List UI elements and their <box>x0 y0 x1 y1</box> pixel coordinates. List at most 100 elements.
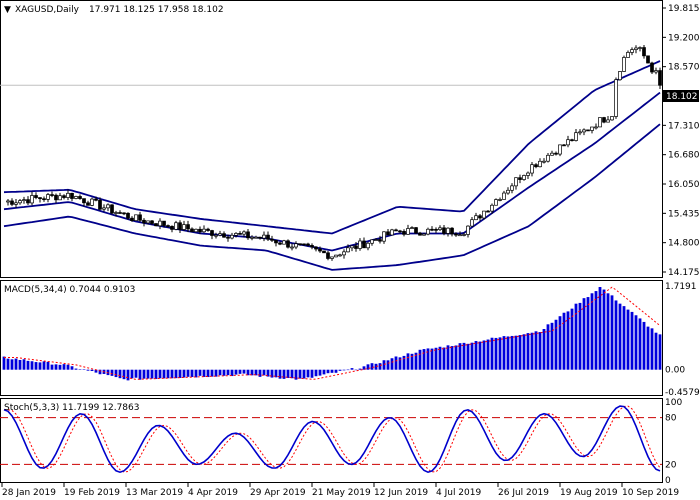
macd-bar <box>338 369 342 371</box>
candle-body <box>618 71 622 81</box>
macd-bar <box>138 369 142 380</box>
candle-body <box>518 177 522 180</box>
macd-bar <box>542 329 546 370</box>
candle-body <box>410 227 414 229</box>
price-tick-label: 19.815 <box>668 4 700 14</box>
macd-bar <box>658 334 662 370</box>
macd-bar <box>326 369 330 374</box>
candle-body <box>314 246 318 250</box>
time-tick-label: 28 Jan 2019 <box>2 488 56 498</box>
macd-bar <box>46 361 50 370</box>
macd-bar <box>554 319 558 370</box>
macd-bar <box>374 363 378 370</box>
macd-bar <box>266 369 270 377</box>
candle-body <box>294 243 298 248</box>
price-tick-label: 18.570 <box>668 63 700 73</box>
candle-body <box>470 219 474 227</box>
macd-panel[interactable] <box>2 286 662 381</box>
bollinger-band-middle <box>3 91 661 252</box>
macd-bar <box>262 369 266 376</box>
macd-bar <box>54 364 58 370</box>
macd-bar <box>334 369 338 373</box>
macd-bar <box>302 369 306 379</box>
candle-body <box>150 220 154 224</box>
candle-body <box>642 47 646 57</box>
macd-bar <box>110 369 114 376</box>
current-price-label: 18.102 <box>666 92 698 102</box>
macd-bar <box>486 339 490 370</box>
macd-bar <box>466 343 470 370</box>
candle-body <box>34 195 38 198</box>
candle-body <box>370 239 374 244</box>
macd-bar <box>446 345 450 370</box>
macd-bar <box>42 361 46 370</box>
macd-bar <box>518 335 522 370</box>
candle-body <box>450 227 454 235</box>
candle-body <box>82 198 86 204</box>
macd-bar <box>646 326 650 370</box>
macd-bar <box>610 295 614 370</box>
candle-body <box>26 199 30 204</box>
candle-body <box>122 212 126 215</box>
stoch-panel[interactable] <box>0 405 662 474</box>
time-tick-label: 4 Jul 2019 <box>436 488 481 498</box>
macd-bar <box>530 332 534 370</box>
candle-body <box>582 129 586 133</box>
price-tick-label: 17.310 <box>668 121 700 131</box>
candle-body <box>306 243 310 246</box>
candle-body <box>166 225 170 227</box>
macd-bar <box>522 334 526 370</box>
candle-body <box>554 152 558 155</box>
symbol-name: XAGUSD,Daily <box>15 5 80 15</box>
macd-bar <box>290 369 294 379</box>
candle-body <box>594 126 598 129</box>
macd-bar <box>18 359 22 370</box>
candle-body <box>506 189 510 194</box>
macd-bar <box>194 369 198 378</box>
candle-body <box>254 236 258 239</box>
macd-bar <box>342 369 346 371</box>
macd-bar <box>330 369 334 373</box>
candle-body <box>418 232 422 236</box>
candle-body <box>190 228 194 233</box>
candle-body <box>482 210 486 219</box>
macd-bar <box>222 369 226 376</box>
price-panel-frame <box>0 0 663 278</box>
macd-bar <box>502 336 506 370</box>
macd-bar <box>366 364 370 370</box>
candle-body <box>174 222 178 230</box>
stoch-tick-label: 20 <box>665 460 677 470</box>
candle-body <box>242 231 246 235</box>
macd-bar <box>478 341 482 370</box>
price-panel[interactable] <box>0 44 662 271</box>
macd-bar <box>146 369 150 379</box>
macd-bar <box>122 369 126 380</box>
candle-body <box>194 228 198 233</box>
candle-body <box>342 251 346 256</box>
candle-body <box>86 202 90 206</box>
macd-bar <box>406 353 410 370</box>
macd-bar <box>546 324 550 370</box>
macd-bar <box>602 289 606 370</box>
candle-body <box>422 233 426 236</box>
macd-bar <box>402 355 406 370</box>
candle-body <box>510 185 514 191</box>
macd-bar <box>62 364 66 370</box>
macd-bar <box>282 369 286 379</box>
macd-bar <box>358 368 362 370</box>
candle-body <box>334 254 338 258</box>
candle-body <box>38 197 42 200</box>
candle-body <box>622 57 626 72</box>
macd-bar <box>278 369 282 379</box>
candle-body <box>198 228 202 233</box>
time-tick-label: 19 Aug 2019 <box>560 488 618 498</box>
candle-body <box>598 117 602 128</box>
candle-body <box>202 228 206 233</box>
macd-bar <box>238 369 242 374</box>
candle-body <box>98 199 102 210</box>
macd-bar <box>398 357 402 370</box>
candle-body <box>62 195 66 198</box>
candle-body <box>574 132 578 141</box>
macd-bar <box>370 363 374 370</box>
